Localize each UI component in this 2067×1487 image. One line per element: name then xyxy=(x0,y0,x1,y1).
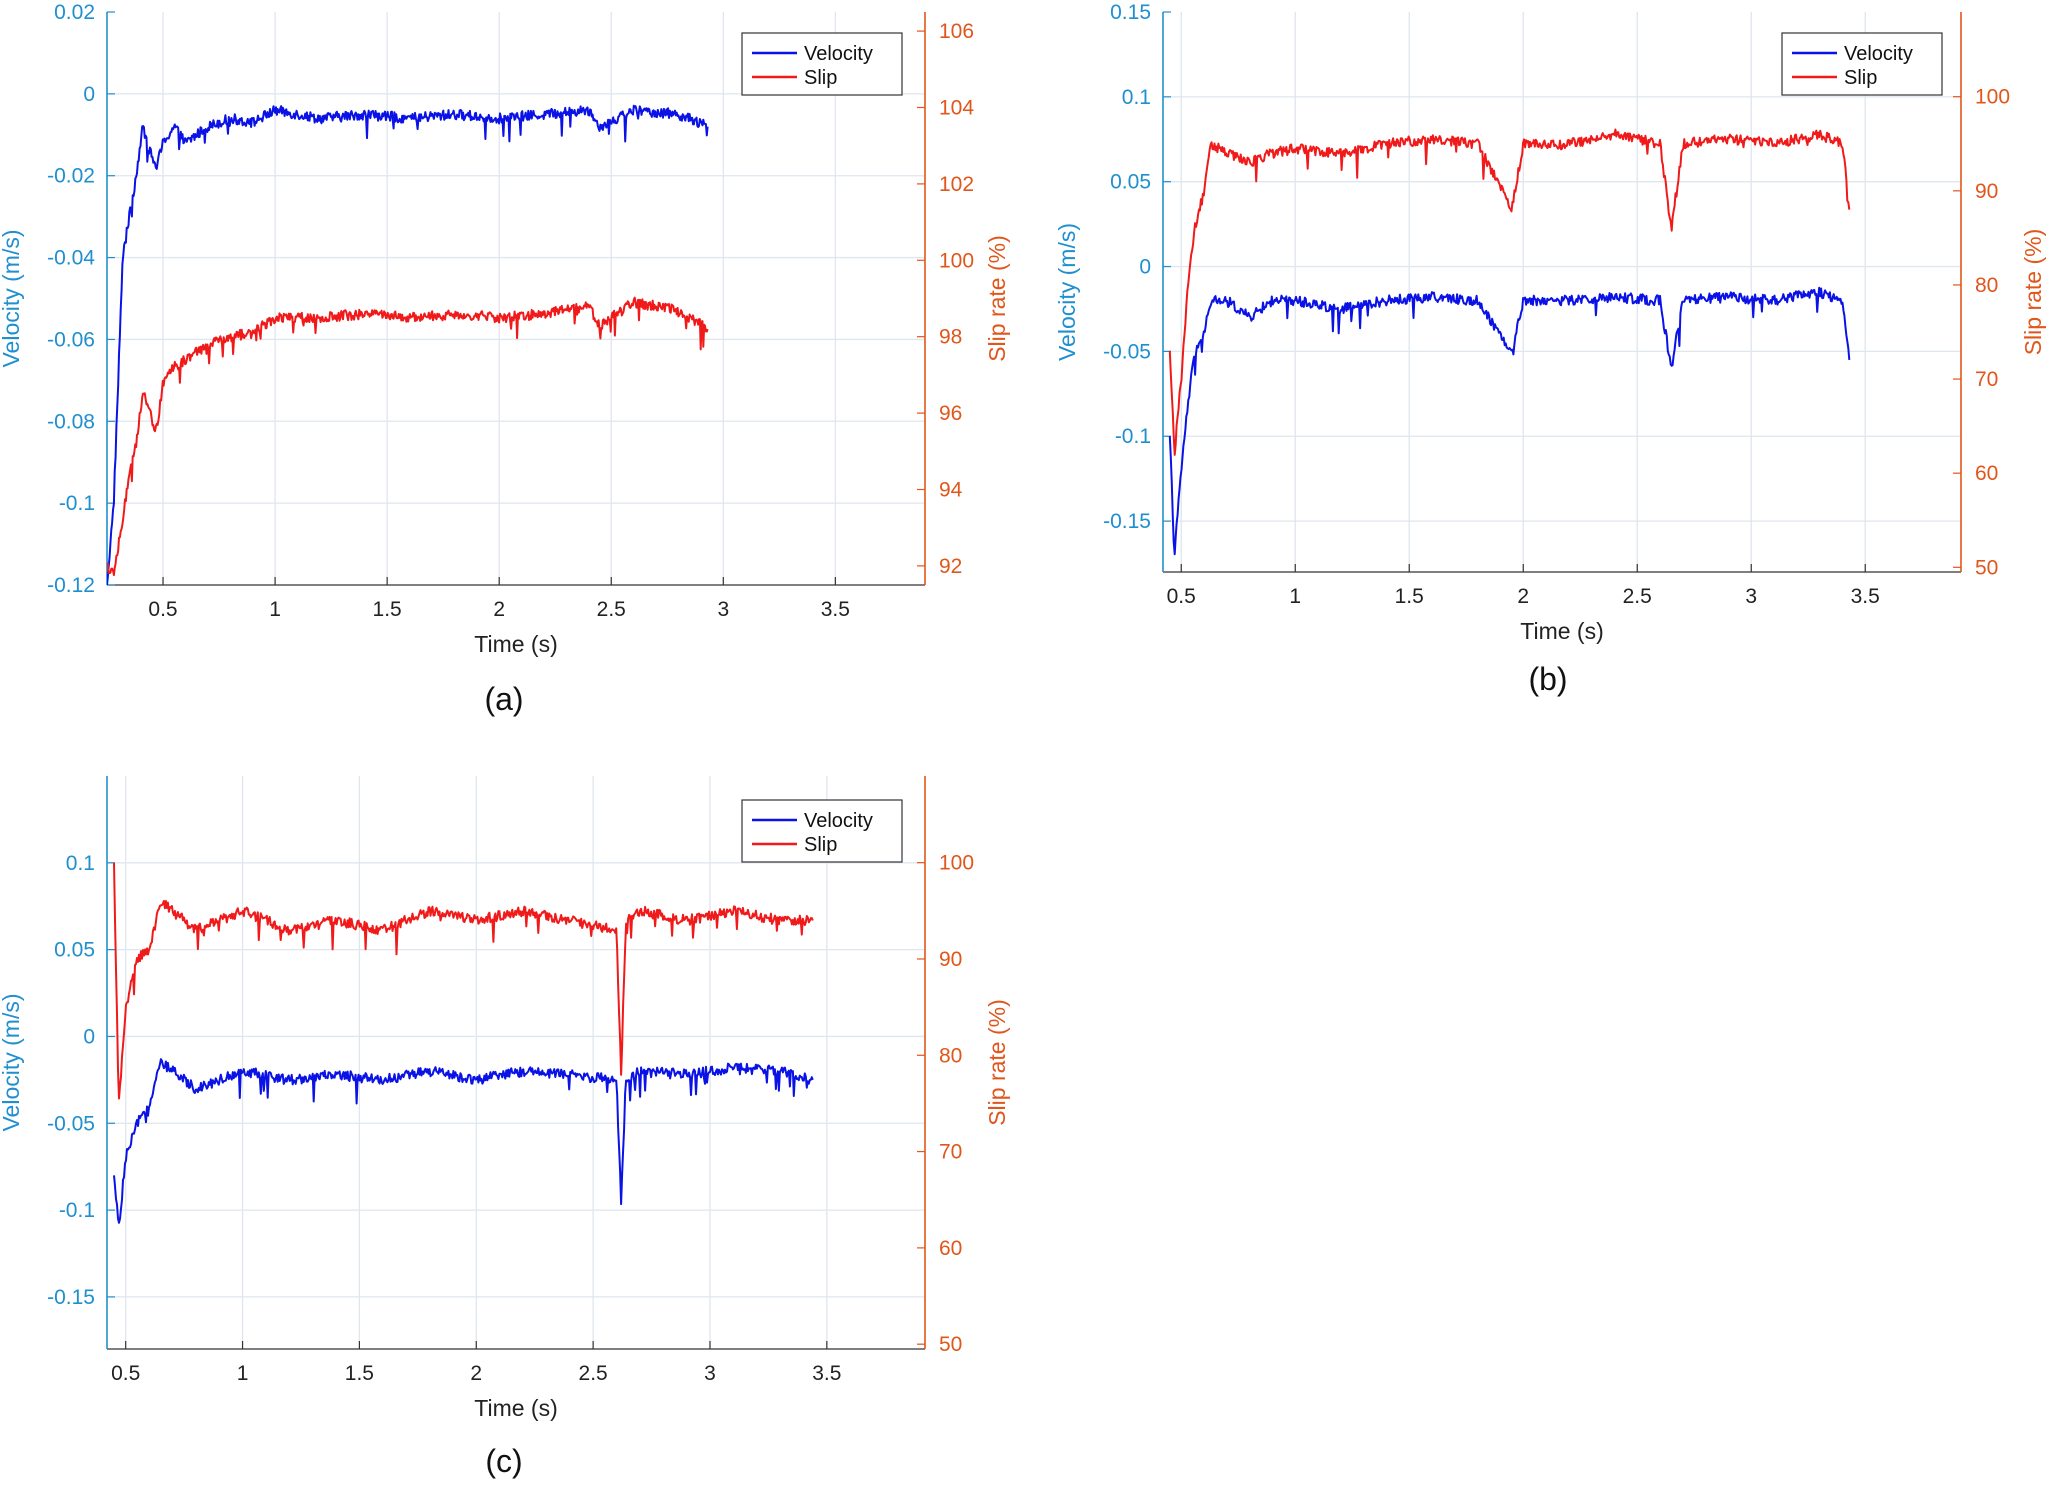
x-tick-label: 0.5 xyxy=(1167,585,1196,608)
y2-tick-label: 90 xyxy=(939,948,962,971)
y-tick-label: -0.06 xyxy=(47,328,95,351)
y2-axis-label: Slip rate (%) xyxy=(984,235,1010,362)
y-tick-label: 0.02 xyxy=(54,1,95,24)
legend-label: Slip xyxy=(804,67,837,89)
y2-tick-label: 104 xyxy=(939,97,974,120)
y-tick-label: -0.05 xyxy=(47,1112,95,1135)
y2-tick-label: 60 xyxy=(939,1237,962,1260)
x-tick-label: 2.5 xyxy=(579,1362,608,1385)
y-tick-label: 0 xyxy=(83,1025,95,1048)
legend-label: Slip xyxy=(804,834,837,856)
x-tick-label: 1 xyxy=(1289,585,1301,608)
x-axis-label: Time (s) xyxy=(1520,618,1603,644)
x-tick-label: 1 xyxy=(269,598,281,621)
y2-axis-label: Slip rate (%) xyxy=(984,999,1010,1126)
chart-panel-a: 0.5 1 1.5 2 2.5 3 3.5 -0.12 -0.1 -0.08 -0.06 -0.04 -… xyxy=(0,1,1010,717)
x-axis-label: Time (s) xyxy=(474,1395,557,1421)
legend-box xyxy=(741,799,903,863)
y2-tick-label: 100 xyxy=(939,852,974,875)
y2-tick-label: 50 xyxy=(939,1333,962,1356)
y2-tick-label: 106 xyxy=(939,20,974,43)
panel-caption: (b) xyxy=(1528,661,1567,697)
legend-label: Velocity xyxy=(804,43,873,65)
y2-tick-label: 70 xyxy=(939,1141,962,1164)
y2-tick-label: 92 xyxy=(939,555,962,578)
y-tick-label: 0.05 xyxy=(1110,171,1151,194)
legend-label: Slip xyxy=(1844,67,1877,89)
y-tick-label: -0.04 xyxy=(47,247,95,270)
y2-tick-label: 70 xyxy=(1975,368,1998,391)
y2-tick-label: 80 xyxy=(1975,274,1998,297)
x-tick-label: 2.5 xyxy=(1623,585,1652,608)
y2-tick-label: 50 xyxy=(1975,556,1998,579)
x-tick-label: 0.5 xyxy=(111,1362,140,1385)
x-axis-label: Time (s) xyxy=(474,631,557,657)
y-tick-label: -0.08 xyxy=(47,410,95,433)
panel-caption: (c) xyxy=(485,1443,522,1479)
y-tick-label: -0.1 xyxy=(1115,425,1151,448)
legend-box xyxy=(741,32,903,96)
velocity-series-line xyxy=(1168,286,1851,556)
y2-axis-label: Slip rate (%) xyxy=(2020,229,2046,356)
y2-tick-label: 98 xyxy=(939,326,962,349)
chart-panel-b: 0.5 1 1.5 2 2.5 3 3.5 -0.15 -0.1 -0.05 0 0.05 0.1 0.1… xyxy=(1054,1,2046,697)
slip-series-line xyxy=(1168,128,1851,456)
legend-label: Velocity xyxy=(1844,43,1913,65)
y2-tick-label: 60 xyxy=(1975,462,1998,485)
y-tick-label: -0.05 xyxy=(1103,340,1151,363)
y2-tick-label: 80 xyxy=(939,1044,962,1067)
x-tick-label: 2 xyxy=(1517,585,1529,608)
x-tick-label: 2 xyxy=(470,1362,482,1385)
velocity-series-line xyxy=(113,1058,814,1224)
x-tick-label: 2 xyxy=(493,598,505,621)
y-tick-label: -0.15 xyxy=(1103,510,1151,533)
x-tick-label: 2.5 xyxy=(597,598,626,621)
x-tick-label: 1.5 xyxy=(345,1362,374,1385)
slip-series-line xyxy=(107,296,709,577)
y-tick-label: 0 xyxy=(1139,256,1151,279)
x-tick-label: 1 xyxy=(237,1362,249,1385)
panel-caption: (a) xyxy=(484,681,523,717)
y-tick-label: 0.1 xyxy=(66,852,95,875)
y-tick-label: -0.15 xyxy=(47,1286,95,1309)
x-tick-label: 1.5 xyxy=(1395,585,1424,608)
x-tick-label: 3.5 xyxy=(821,598,850,621)
legend-box xyxy=(1781,32,1943,96)
x-tick-label: 3 xyxy=(1745,585,1757,608)
y2-tick-label: 100 xyxy=(939,249,974,272)
x-tick-label: 3.5 xyxy=(812,1362,841,1385)
x-tick-label: 3 xyxy=(704,1362,716,1385)
y2-tick-label: 100 xyxy=(1975,86,2010,109)
y-tick-label: -0.02 xyxy=(47,165,95,188)
x-tick-label: 1.5 xyxy=(373,598,402,621)
y-axis-label: Velocity (m/s) xyxy=(0,229,24,367)
y2-tick-label: 96 xyxy=(939,402,962,425)
velocity-series-line xyxy=(107,104,709,585)
legend-label: Velocity xyxy=(804,810,873,832)
y-tick-label: 0.15 xyxy=(1110,1,1151,24)
y-tick-label: -0.1 xyxy=(59,1199,95,1222)
y-tick-label: -0.1 xyxy=(59,492,95,515)
y-tick-label: 0.05 xyxy=(54,939,95,962)
y2-tick-label: 102 xyxy=(939,173,974,196)
y2-tick-label: 90 xyxy=(1975,180,1998,203)
y-axis-label: Velocity (m/s) xyxy=(0,993,24,1131)
y-tick-label: -0.12 xyxy=(47,574,95,597)
y-axis-label: Velocity (m/s) xyxy=(1054,223,1080,361)
x-tick-label: 3.5 xyxy=(1851,585,1880,608)
slip-series-line xyxy=(113,862,814,1100)
y2-tick-label: 94 xyxy=(939,479,963,502)
chart-panel-c: 0.5 1 1.5 2 2.5 3 3.5 -0.15 -0.1 -0.05 0 0.05 0.1 50 6… xyxy=(0,776,1010,1479)
y-tick-label: 0 xyxy=(83,83,95,106)
y-tick-label: 0.1 xyxy=(1122,86,1151,109)
x-tick-label: 3 xyxy=(717,598,729,621)
x-tick-label: 0.5 xyxy=(148,598,177,621)
